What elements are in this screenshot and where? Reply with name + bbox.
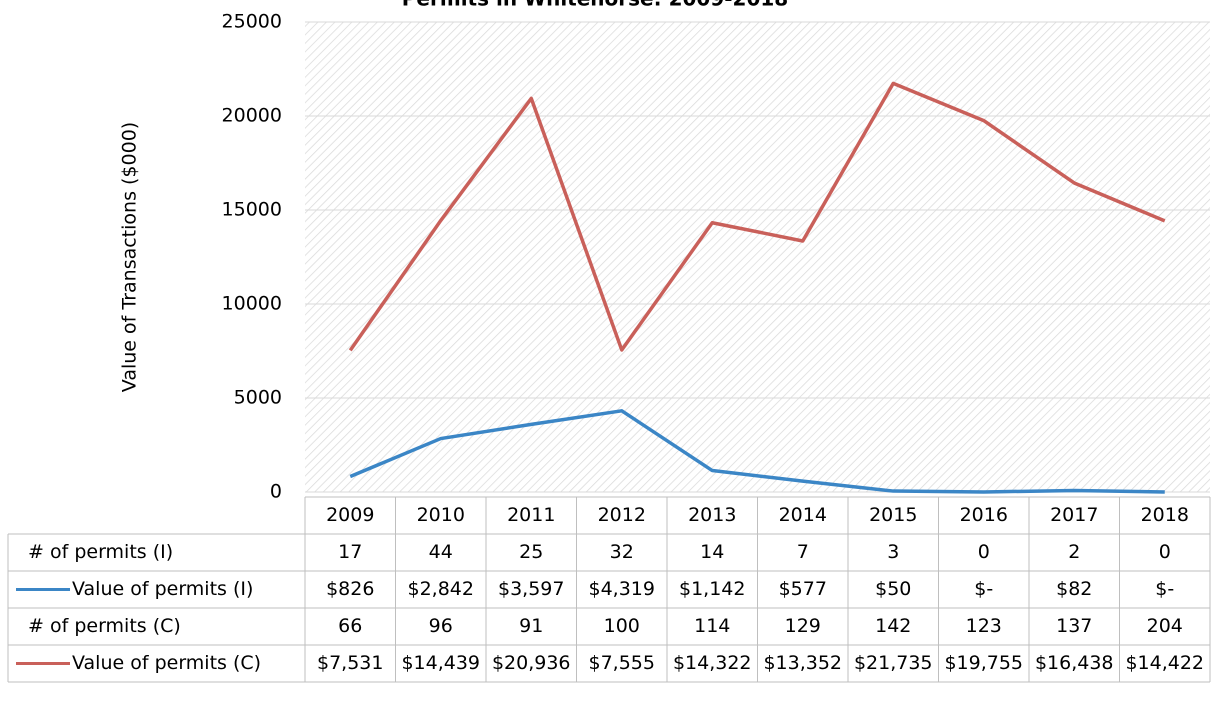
row-label: Value of permits (C) — [72, 652, 261, 674]
y-tick-label: 15000 — [222, 199, 282, 221]
table-cell: $14,439 — [401, 652, 480, 674]
table-cell: $82 — [1056, 578, 1092, 600]
table-cell: 17 — [338, 541, 362, 563]
y-tick-label: 0 — [270, 481, 282, 503]
table-cell: 91 — [519, 615, 543, 637]
table-cell: $- — [974, 578, 993, 600]
table-cell: 66 — [338, 615, 362, 637]
table-cell: $19,755 — [944, 652, 1023, 674]
plot-area — [305, 22, 1210, 492]
table-cell: $2,842 — [408, 578, 474, 600]
table-cell: 3 — [887, 541, 899, 563]
table-cell: 2 — [1068, 541, 1080, 563]
table-cell: $50 — [875, 578, 911, 600]
table-cell: 137 — [1056, 615, 1092, 637]
y-axis-label: Value of Transactions ($000) — [119, 122, 141, 392]
table-cell: 114 — [694, 615, 730, 637]
table-cell: $1,142 — [679, 578, 745, 600]
table-cell: 142 — [875, 615, 911, 637]
table-cell: 14 — [700, 541, 724, 563]
table-cell: $21,735 — [854, 652, 933, 674]
table-cell: 0 — [1159, 541, 1171, 563]
series-line — [349, 409, 1165, 494]
x-tick-label: 2018 — [1141, 504, 1189, 526]
table-cell: 44 — [429, 541, 453, 563]
table-cell: $3,597 — [498, 578, 564, 600]
y-tick-label: 20000 — [222, 105, 282, 127]
series-line — [348, 81, 1166, 352]
row-label: Value of permits (I) — [72, 578, 253, 600]
table-cell: 204 — [1147, 615, 1183, 637]
table-cell: $14,422 — [1125, 652, 1204, 674]
table-cell: $7,555 — [589, 652, 655, 674]
table-cell: $20,936 — [492, 652, 571, 674]
table-cell: $826 — [326, 578, 374, 600]
x-tick-label: 2010 — [417, 504, 465, 526]
table-cell: 123 — [966, 615, 1002, 637]
x-tick-label: 2014 — [779, 504, 827, 526]
row-label: # of permits (I) — [28, 541, 173, 563]
table-cell: 0 — [978, 541, 990, 563]
x-tick-label: 2009 — [326, 504, 374, 526]
table-cell: 7 — [797, 541, 809, 563]
x-tick-label: 2011 — [507, 504, 555, 526]
y-tick-label: 25000 — [222, 11, 282, 33]
x-tick-label: 2016 — [960, 504, 1008, 526]
x-tick-label: 2013 — [688, 504, 736, 526]
table-cell: 32 — [610, 541, 634, 563]
x-tick-label: 2017 — [1050, 504, 1098, 526]
table-cell: 96 — [429, 615, 453, 637]
table-cell: $- — [1155, 578, 1174, 600]
table-cell: $4,319 — [589, 578, 655, 600]
table-cell: $13,352 — [763, 652, 842, 674]
table-cell: $7,531 — [317, 652, 383, 674]
x-tick-label: 2015 — [869, 504, 917, 526]
table-cell: 129 — [785, 615, 821, 637]
chart-title: Permits in Whitehorse: 2009-2018 — [402, 0, 788, 11]
y-tick-label: 5000 — [234, 387, 282, 409]
row-label: # of permits (C) — [28, 615, 181, 637]
table-cell: 25 — [519, 541, 543, 563]
table-cell: $577 — [779, 578, 827, 600]
table-cell: $16,438 — [1035, 652, 1114, 674]
y-tick-label: 10000 — [222, 293, 282, 315]
table-cell: $14,322 — [673, 652, 752, 674]
x-tick-label: 2012 — [598, 504, 646, 526]
table-cell: 100 — [604, 615, 640, 637]
